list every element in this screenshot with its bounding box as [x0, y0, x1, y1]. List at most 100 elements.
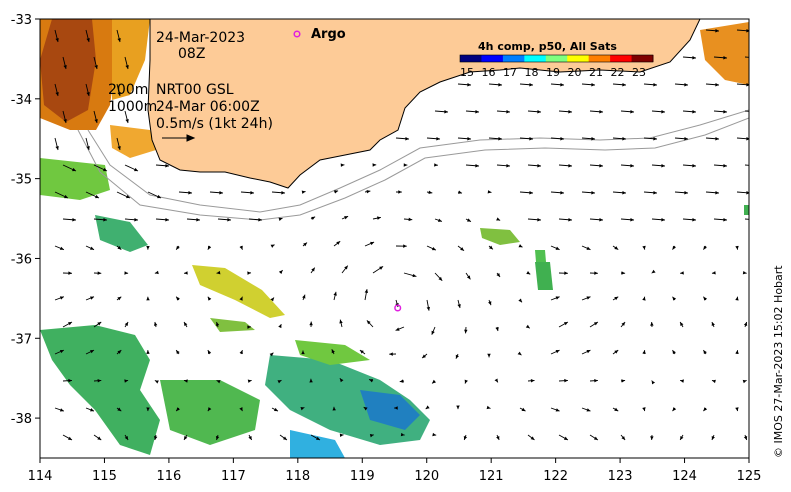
colorbar-segment	[588, 55, 611, 62]
current-vector-head	[529, 136, 533, 141]
current-vector-head	[489, 245, 493, 250]
current-vector-head	[215, 322, 220, 326]
current-vector-head	[219, 190, 223, 195]
colorbar-tick-label: 23	[632, 66, 646, 79]
current-vector-head	[555, 296, 560, 300]
current-vector-head	[344, 265, 348, 270]
lon-tick-label: 118	[285, 469, 310, 484]
current-vector-head	[444, 109, 448, 114]
current-vector-head	[458, 190, 462, 194]
lat-tick-label: -37	[11, 332, 32, 347]
colorbar-tick-label: 19	[546, 66, 560, 79]
current-vector-head	[735, 296, 739, 301]
current-vector-head	[703, 296, 708, 301]
lon-tick-label: 116	[156, 469, 181, 484]
current-vector-head	[59, 246, 64, 250]
current-vector-head	[661, 109, 665, 114]
lon-tick-label: 114	[28, 469, 53, 484]
current-vector-head	[642, 350, 646, 354]
current-vector-head	[661, 217, 665, 222]
current-vector-head	[227, 217, 231, 222]
current-vector-head	[86, 38, 90, 42]
current-vector-head	[498, 82, 502, 87]
current-vector-head	[591, 190, 595, 195]
current-vector	[744, 164, 749, 166]
current-vector-head	[398, 190, 402, 194]
current-vector-head	[495, 327, 499, 331]
colorbar-tick-label: 21	[589, 66, 603, 79]
lon-tick-label: 125	[737, 469, 762, 484]
current-vector-head	[117, 146, 121, 150]
current-vector-head	[715, 82, 719, 87]
current-vector-head	[555, 246, 560, 250]
colorbar-tick-label: 20	[568, 66, 582, 79]
current-vector-head	[672, 407, 677, 412]
current-vector-head	[599, 217, 603, 222]
current-vector-head	[742, 379, 747, 384]
current-vector-head	[621, 322, 626, 326]
current-vector-head	[86, 146, 90, 150]
current-vectors	[54, 28, 749, 441]
current-vector-head	[72, 167, 76, 172]
current-vector-head	[366, 189, 371, 194]
colorbar-segment	[502, 55, 525, 62]
current-vector-head	[494, 378, 498, 383]
current-vector-head	[594, 271, 598, 275]
current-vector-head	[117, 38, 121, 42]
colorbar-segment	[460, 55, 482, 62]
lon-tick-label: 124	[672, 469, 697, 484]
current-vector-head	[90, 408, 95, 412]
current-vector-head	[239, 296, 243, 301]
current-vector-head	[184, 379, 188, 383]
current-vector	[744, 56, 749, 58]
current-vector-head	[309, 378, 313, 383]
current-vector-head	[622, 82, 626, 87]
current-vector-head	[339, 433, 344, 437]
current-vector-head	[517, 351, 522, 356]
current-vector-head	[94, 119, 98, 123]
current-vector-head	[247, 325, 251, 329]
current-vector-head	[529, 190, 533, 195]
current-vector-head	[90, 246, 95, 250]
current-vector-head	[408, 217, 413, 222]
sst-patch-southwest	[40, 325, 160, 455]
current-vector-head	[703, 245, 707, 250]
current-vector-head	[621, 379, 626, 383]
current-vector-head	[672, 296, 677, 301]
current-vector-head	[563, 322, 568, 326]
current-vector-head	[735, 407, 739, 412]
current-vector-head	[97, 271, 102, 275]
sst-patch-central-warm	[192, 265, 285, 318]
current-vector-head	[165, 163, 169, 168]
current-vector-head	[336, 241, 341, 245]
current-vector-head	[90, 350, 95, 354]
current-vector-head	[372, 163, 377, 167]
current-vector-head	[425, 405, 430, 409]
current-vector-head	[331, 349, 335, 354]
current-vector-head	[184, 435, 188, 440]
current-vector-head	[530, 436, 535, 440]
date-label: 24-Mar-2023	[156, 30, 245, 46]
sst-patch-leeuwin-edge	[112, 19, 150, 100]
current-vector-head	[530, 379, 535, 383]
colorbar-tick-label: 22	[611, 66, 625, 79]
current-vector-head	[735, 350, 739, 354]
colorbar-segment	[631, 55, 654, 62]
current-vector-head	[377, 216, 381, 220]
current-vector-head	[403, 244, 407, 248]
current-vector-head	[464, 329, 468, 334]
lat-tick-label: -36	[11, 252, 32, 267]
current-vector-head	[403, 163, 408, 167]
current-vector-head	[680, 379, 684, 383]
current-vector-head	[455, 354, 460, 359]
current-vector-head	[560, 190, 564, 195]
current-vector-head	[650, 322, 654, 326]
current-vector-head	[463, 435, 468, 440]
current-vector-head	[370, 241, 375, 246]
current-vector-head	[622, 136, 626, 141]
current-vector-head	[486, 405, 491, 410]
current-vector-head	[599, 163, 603, 168]
isobath-200m-label: 200m	[108, 82, 148, 98]
current-vector-head	[723, 55, 727, 60]
